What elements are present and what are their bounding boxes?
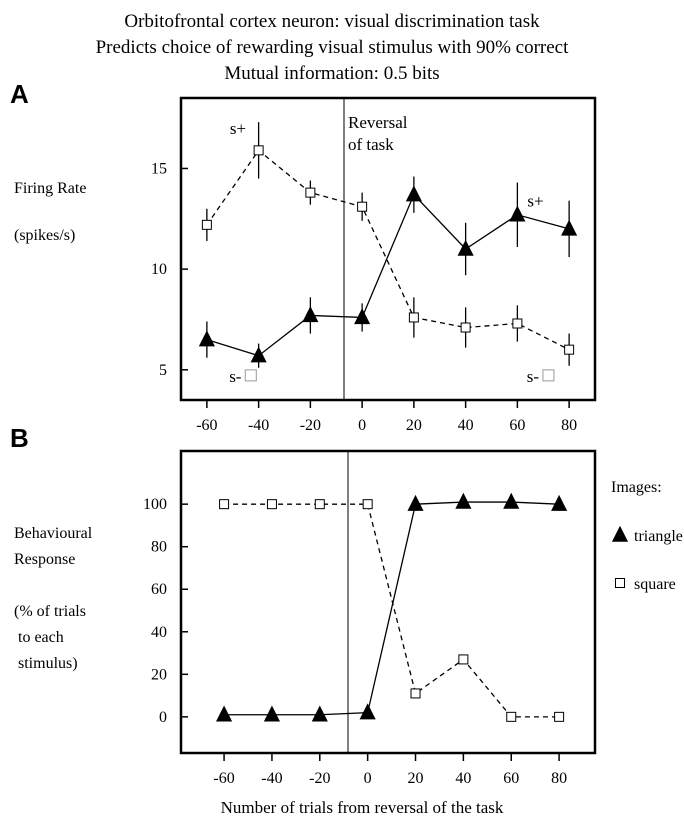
panel-b-series-0-point <box>458 654 469 665</box>
panel-a-annotations: s+ s+ s-s- <box>229 119 555 386</box>
panel-a-annotation-label: s+ <box>230 119 246 138</box>
panel-a-xtick-label: 0 <box>358 417 366 434</box>
figure-title-line-2: Predicts choice of rewarding visual stim… <box>96 37 569 58</box>
panel-a-series-1-point <box>354 308 371 325</box>
panel-b-ytick-label: 40 <box>151 624 167 641</box>
panel-a-xtick-label: -60 <box>196 417 217 434</box>
panel-a-annotation-square <box>542 369 555 382</box>
legend: triangle square <box>611 525 683 593</box>
panel-b-series-0-point <box>362 499 373 510</box>
panel-b-xtick-label: -40 <box>261 770 282 787</box>
panel-a-series-1-point <box>198 330 215 347</box>
panel-a-series-1-line <box>206 193 570 357</box>
panel-b-ylabel-line-2: Response <box>14 551 75 568</box>
panel-a-annotation-label: s- <box>229 367 242 386</box>
panel-a-series-0-point <box>408 312 419 323</box>
panel-a-xtick-label: 20 <box>406 417 422 434</box>
panel-a-reversal-label-line-1: Reversal <box>348 113 408 132</box>
figure-title-line-3: Mutual information: 0.5 bits <box>224 63 439 84</box>
panel-b-ytick-label: 20 <box>151 666 167 683</box>
panel-b-ylabel-line-6: stimulus) <box>14 655 78 672</box>
panel-b-series-1-point <box>311 705 328 722</box>
panel-a-reversal-label-line-2: of task <box>348 135 394 154</box>
panel-b-ytick-label: 0 <box>159 709 167 726</box>
panel-a-axes: 5 10 15 -60 -40 -20 0 20 40 60 80 <box>151 160 577 434</box>
panel-b-series-0-point <box>554 711 565 722</box>
panel-b-ylabel-line-1: Behavioural <box>14 525 93 542</box>
panel-b-series-1-point <box>551 494 568 511</box>
panel-b-xtick-label: -20 <box>309 770 330 787</box>
panel-a-series-1-point <box>302 306 319 323</box>
panel-a-xtick-label: -20 <box>300 417 321 434</box>
panel-a-xtick-label: 40 <box>458 417 474 434</box>
panel-b-series-1-point <box>216 705 233 722</box>
panel-b-series-0-line <box>224 503 560 718</box>
panel-b-ytick-label: 80 <box>151 539 167 556</box>
panel-a-series-1-point <box>561 219 578 236</box>
panel-b-ylabel-line-4: (% of trials <box>14 603 86 620</box>
panel-b-xtick-label: 20 <box>408 770 424 787</box>
panel-b-xtick-label: 60 <box>503 770 519 787</box>
panel-b-xtick-label: 0 <box>364 770 372 787</box>
legend-title: Images: <box>611 479 662 496</box>
panel-a-plot-frame <box>179 96 597 402</box>
panel-a-series-0-point <box>512 318 523 329</box>
panel-a-xtick-label: 80 <box>561 417 577 434</box>
panel-b-series-group <box>216 492 568 722</box>
panel-a-series-0-point <box>357 201 368 212</box>
panel-b-xtick-label: 40 <box>455 770 471 787</box>
panel-a-series-0-point <box>460 322 471 333</box>
panel-a-series-group <box>198 122 578 368</box>
figure-title-line-1: Orbitofrontal cortex neuron: visual disc… <box>124 11 540 32</box>
legend-item-label: square <box>634 576 676 593</box>
panel-b-xtick-label: 80 <box>551 770 567 787</box>
panel-a-series-0-point <box>305 187 316 198</box>
panel-a-series-0-point <box>201 219 212 230</box>
panel-letter-a: A <box>10 79 29 109</box>
panel-b-series-0-point <box>314 499 325 510</box>
panel-b-series-0-point <box>266 499 277 510</box>
panel-b-series-1-point <box>263 705 280 722</box>
panel-a-annotation-label: s+ <box>527 192 543 211</box>
panel-b-series-1-point <box>503 492 520 509</box>
panel-a-series-1-point <box>457 239 474 256</box>
panel-a-xtick-label: -40 <box>248 417 269 434</box>
panel-b-ylabel-line-5: to each <box>14 629 64 646</box>
x-axis-label: Number of trials from reversal of the ta… <box>221 798 504 817</box>
panel-a-annotation-label: s- <box>527 367 540 386</box>
panel-a-series-1-point <box>509 205 526 222</box>
panel-b-series-0-point <box>219 499 230 510</box>
legend-marker <box>611 525 629 542</box>
panel-letter-b: B <box>10 423 29 453</box>
panel-b-series-1-line <box>224 501 560 716</box>
panel-a-series-1-point <box>405 185 422 202</box>
panel-b-series-1-point <box>407 494 424 511</box>
legend-item-label: triangle <box>634 528 683 545</box>
panel-b-plot-frame <box>179 449 597 755</box>
panel-a-series-0-point <box>253 145 264 156</box>
panel-b-series-1-point <box>359 703 376 720</box>
panel-a-ylabel-line-1: Firing Rate <box>14 180 86 197</box>
panel-a-series-0-line <box>206 149 570 351</box>
panel-b-ytick-label: 60 <box>151 581 167 598</box>
panel-a-ytick-label: 10 <box>151 261 167 278</box>
panel-a-xtick-label: 60 <box>509 417 525 434</box>
panel-a-ytick-label: 15 <box>151 160 167 177</box>
panel-a-ytick-label: 5 <box>159 362 167 379</box>
panel-b-series-0-point <box>410 688 421 699</box>
panel-a-series-0-point <box>564 344 575 355</box>
panel-b-series-0-point <box>506 711 517 722</box>
panel-b-xtick-label: -60 <box>213 770 234 787</box>
panel-a-annotation-square <box>244 369 257 382</box>
panel-a-ylabel-line-2: (spikes/s) <box>14 227 75 244</box>
legend-marker <box>615 578 625 588</box>
panel-a-series-1-point <box>250 346 267 363</box>
panel-b-series-1-point <box>455 492 472 509</box>
panel-b-axes: 0 20 40 60 80 100 -60 -40 -20 0 20 40 60 80 <box>143 496 567 787</box>
panel-b-ytick-label: 100 <box>143 496 167 513</box>
